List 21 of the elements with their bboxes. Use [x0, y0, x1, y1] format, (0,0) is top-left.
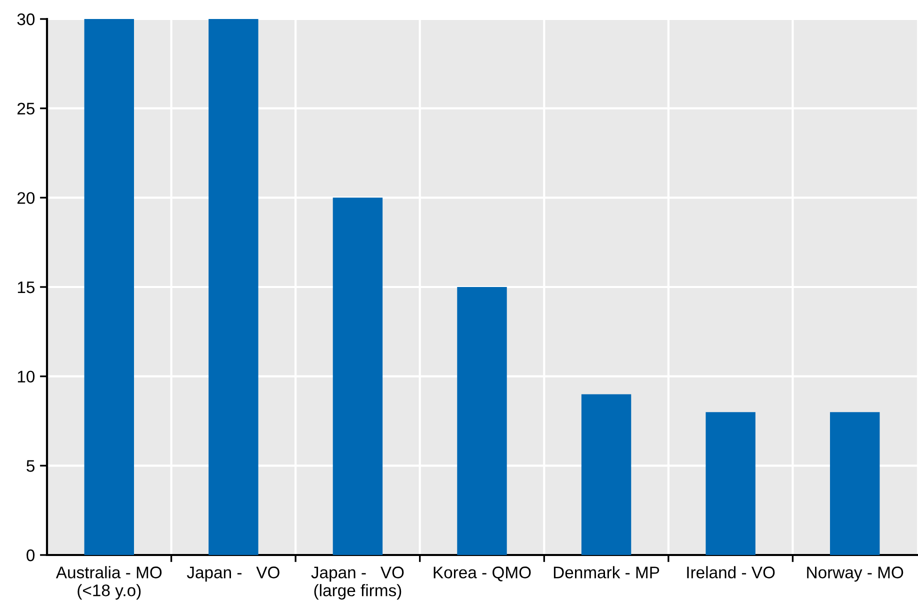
bar [830, 412, 880, 555]
y-tick-label: 10 [18, 370, 35, 383]
x-tick-label: Korea - QMO [434, 566, 531, 582]
x-tick-label: Australia - MO (<18 y.o) [56, 566, 162, 600]
y-tick-label: 20 [17, 192, 35, 204]
y-tick-label: 30 [17, 13, 35, 26]
y-tick-label: 5 [26, 460, 34, 472]
bar [457, 287, 507, 555]
x-tick-label: Denmark - MP [554, 566, 660, 578]
y-tick-label: 15 [18, 282, 34, 294]
x-tick-label: Japan - VO (large firms) [311, 566, 404, 600]
x-tick-label: Ireland - VO [687, 566, 775, 578]
y-tick-label: 0 [26, 549, 35, 562]
bar [706, 412, 756, 555]
y-tick-label: 25 [17, 102, 34, 115]
bar [208, 19, 258, 555]
bar [581, 394, 632, 555]
bar [332, 198, 383, 555]
x-tick-label: Norway - MO [807, 566, 904, 582]
bar [84, 19, 134, 555]
x-tick-label: Japan - VO [186, 566, 280, 582]
